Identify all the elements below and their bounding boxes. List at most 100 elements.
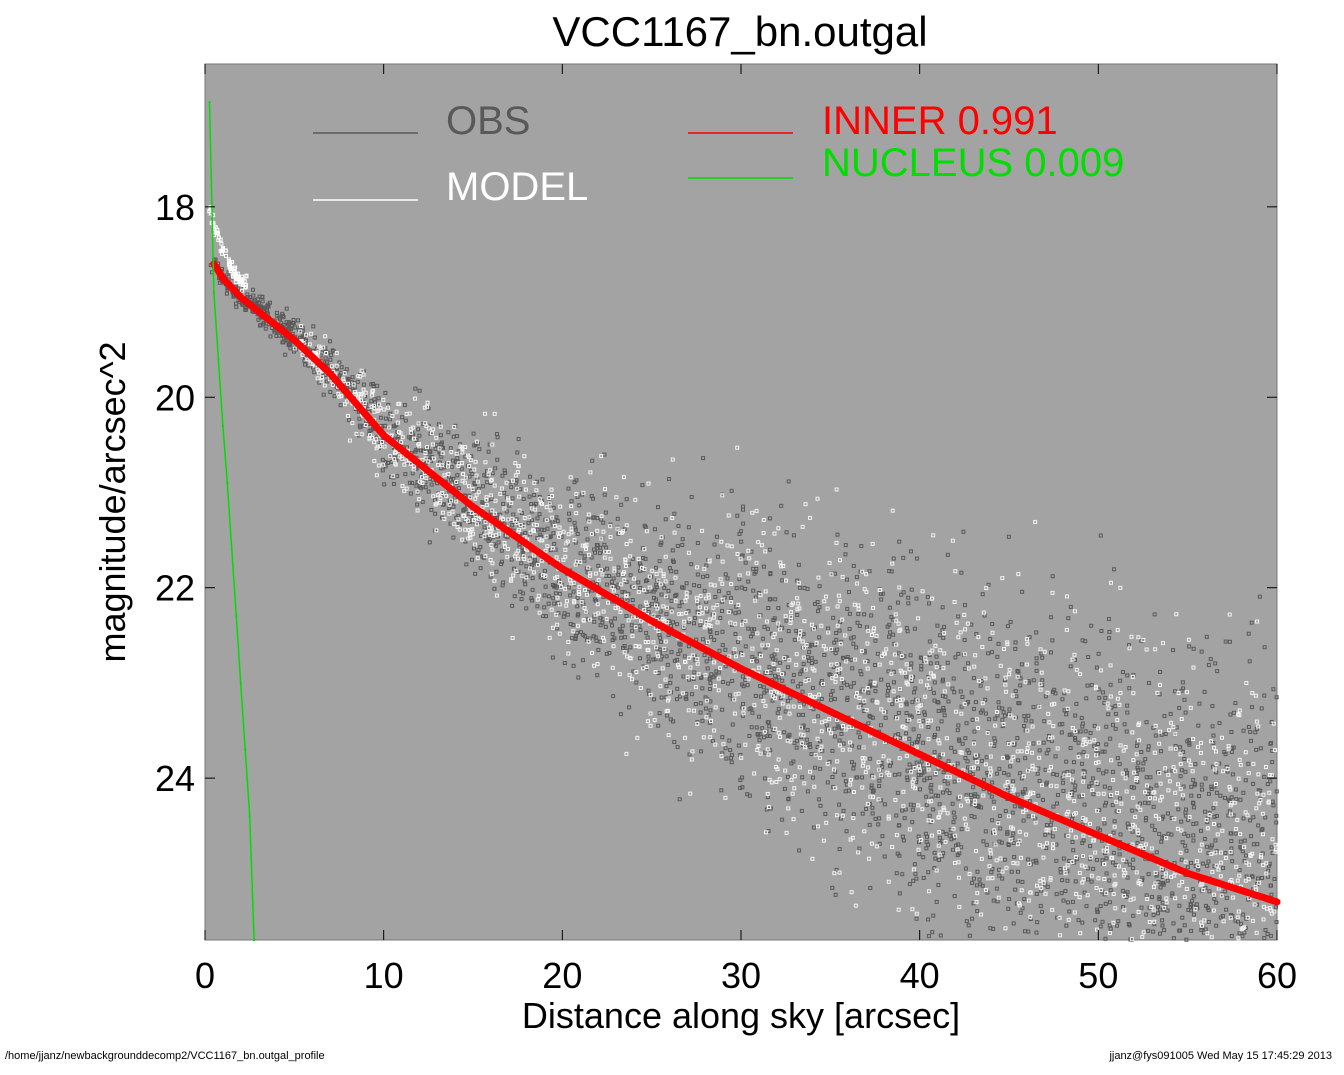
model-point — [894, 618, 899, 623]
model-point — [505, 546, 510, 551]
obs-point — [1091, 866, 1096, 871]
obs-point — [813, 659, 818, 664]
obs-point — [676, 523, 681, 528]
obs-point — [709, 672, 714, 677]
obs-point — [1210, 724, 1215, 729]
model-point — [1023, 807, 1028, 812]
model-point — [925, 720, 930, 725]
model-point — [216, 235, 221, 240]
obs-point — [1270, 760, 1275, 765]
model-point — [917, 768, 922, 773]
model-point — [1159, 866, 1164, 871]
obs-point — [941, 635, 946, 640]
model-point — [956, 778, 961, 783]
obs-point — [1043, 694, 1048, 699]
model-point — [424, 404, 429, 409]
obs-point — [312, 370, 317, 375]
obs-point — [674, 622, 679, 627]
model-point — [460, 478, 465, 483]
obs-point — [862, 612, 867, 617]
obs-point — [876, 822, 881, 827]
obs-point — [959, 704, 964, 709]
model-point — [743, 742, 748, 747]
obs-point — [471, 546, 476, 551]
model-point — [1273, 849, 1278, 854]
model-point — [451, 521, 456, 526]
model-point — [527, 515, 532, 520]
obs-point — [1146, 872, 1151, 877]
model-point — [1157, 770, 1162, 775]
model-point — [446, 460, 451, 465]
model-point — [1253, 693, 1258, 698]
model-point — [588, 573, 593, 578]
model-point — [981, 793, 986, 798]
model-point — [941, 665, 946, 670]
obs-point — [562, 661, 567, 666]
obs-point — [1096, 826, 1101, 831]
obs-point — [867, 713, 872, 718]
obs-point — [856, 730, 861, 735]
model-point — [666, 698, 671, 703]
model-point — [583, 588, 588, 593]
model-point — [1066, 917, 1071, 922]
obs-point — [1151, 804, 1156, 809]
obs-point — [535, 527, 540, 532]
model-point — [1241, 845, 1246, 850]
model-point — [979, 912, 984, 917]
model-point — [1178, 752, 1183, 757]
model-point — [628, 656, 633, 661]
obs-point — [1042, 719, 1047, 724]
model-point — [716, 676, 721, 681]
model-point — [662, 618, 667, 623]
model-point — [1228, 803, 1233, 808]
obs-point — [680, 537, 685, 542]
model-point — [810, 856, 815, 861]
model-point — [774, 764, 779, 769]
obs-point — [451, 535, 456, 540]
model-point — [869, 632, 874, 637]
obs-point — [1274, 920, 1279, 925]
obs-point — [436, 491, 441, 496]
obs-point — [523, 582, 528, 587]
obs-point — [772, 652, 777, 657]
model-point — [1144, 647, 1149, 652]
obs-point — [358, 425, 363, 430]
model-point — [220, 246, 225, 251]
obs-point — [736, 743, 741, 748]
obs-point — [515, 450, 520, 455]
obs-point — [723, 647, 728, 652]
model-point — [1087, 739, 1092, 744]
model-point — [1213, 850, 1218, 855]
model-point — [918, 679, 923, 684]
obs-point — [1021, 791, 1026, 796]
model-point — [1030, 763, 1035, 768]
model-point — [843, 633, 848, 638]
obs-point — [369, 399, 374, 404]
model-point — [1251, 761, 1256, 766]
obs-point — [1229, 730, 1234, 735]
model-point — [1094, 885, 1099, 890]
obs-point — [962, 638, 967, 643]
model-point — [733, 621, 738, 626]
obs-point — [1113, 726, 1118, 731]
obs-point — [932, 850, 937, 855]
model-point — [639, 618, 644, 623]
model-point — [874, 633, 879, 638]
obs-point — [740, 682, 745, 687]
obs-point — [1125, 875, 1130, 880]
model-point — [894, 698, 899, 703]
model-point — [1190, 769, 1195, 774]
obs-point — [1068, 604, 1073, 609]
model-point — [610, 665, 615, 670]
obs-point — [758, 684, 763, 689]
model-point — [758, 751, 763, 756]
obs-point — [492, 586, 497, 591]
obs-point — [805, 728, 810, 733]
model-point — [787, 711, 792, 716]
obs-point — [1151, 929, 1156, 934]
obs-point — [925, 594, 930, 599]
model-point — [362, 400, 367, 405]
obs-point — [942, 713, 947, 718]
obs-point — [1038, 903, 1043, 908]
